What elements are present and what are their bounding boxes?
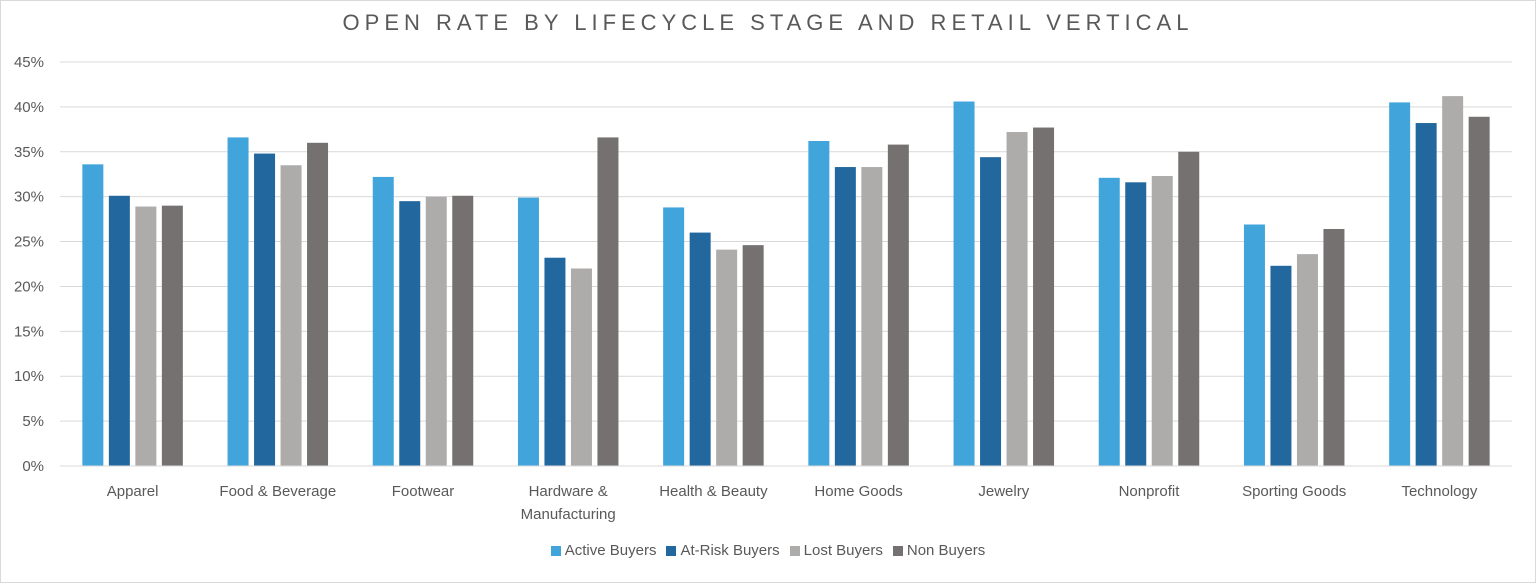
legend-label: Active Buyers: [564, 542, 657, 559]
y-tick-label: 45%: [14, 54, 44, 71]
bar-at-risk-buyers-7: [1125, 182, 1147, 466]
chart-legend: Active Buyers At-Risk Buyers Lost Buyers No…: [0, 542, 1536, 559]
bar-lost-buyers-9: [1442, 96, 1464, 467]
bar-at-risk-buyers-9: [1415, 123, 1437, 466]
bar-active-buyers-5: [808, 141, 830, 466]
y-tick-label: 25%: [14, 234, 44, 251]
legend-item: Active Buyers: [550, 542, 657, 559]
bar-at-risk-buyers-1: [254, 153, 276, 466]
bar-non-buyers-8: [1323, 228, 1345, 466]
x-category-label: Jewelry: [978, 483, 1029, 500]
bar-active-buyers-8: [1243, 224, 1265, 466]
x-category-label: Hardware &: [529, 483, 608, 500]
bar-active-buyers-9: [1389, 102, 1411, 467]
bar-at-risk-buyers-6: [980, 157, 1002, 467]
bar-non-buyers-7: [1178, 151, 1200, 466]
legend-item: At-Risk Buyers: [666, 542, 780, 559]
legend-item: Non Buyers: [892, 542, 986, 559]
bar-at-risk-buyers-8: [1270, 265, 1292, 466]
x-category-label: Manufacturing: [521, 506, 616, 523]
bar-non-buyers-5: [887, 144, 909, 466]
y-tick-label: 10%: [14, 368, 44, 385]
bar-at-risk-buyers-5: [834, 167, 856, 467]
bar-active-buyers-6: [953, 101, 975, 466]
bar-at-risk-buyers-3: [544, 257, 566, 466]
bar-lost-buyers-2: [425, 196, 447, 466]
x-category-label: Technology: [1401, 483, 1477, 500]
y-tick-label: 5%: [22, 413, 44, 430]
bar-lost-buyers-1: [280, 165, 302, 466]
bar-non-buyers-6: [1033, 127, 1055, 466]
legend-label: At-Risk Buyers: [680, 542, 780, 559]
legend-swatch: [550, 545, 561, 556]
bar-active-buyers-0: [82, 164, 104, 466]
bar-lost-buyers-4: [716, 249, 738, 466]
bar-non-buyers-2: [452, 195, 474, 466]
y-tick-label: 0%: [22, 458, 44, 475]
x-category-label: Apparel: [107, 483, 159, 500]
bar-lost-buyers-7: [1151, 176, 1173, 467]
bar-lost-buyers-6: [1006, 132, 1028, 466]
x-category-label: Nonprofit: [1119, 483, 1181, 500]
bar-non-buyers-0: [161, 205, 183, 466]
bar-at-risk-buyers-0: [108, 195, 130, 466]
x-category-label: Home Goods: [814, 483, 902, 500]
bar-active-buyers-3: [517, 197, 539, 466]
legend-label: Non Buyers: [906, 542, 986, 559]
x-category-label: Footwear: [392, 483, 455, 500]
bar-lost-buyers-8: [1296, 254, 1318, 466]
legend-label: Lost Buyers: [803, 542, 883, 559]
bar-at-risk-buyers-2: [399, 201, 421, 466]
bar-non-buyers-9: [1468, 116, 1490, 467]
x-category-label: Health & Beauty: [659, 483, 768, 500]
bar-lost-buyers-3: [570, 268, 592, 466]
bar-active-buyers-2: [372, 176, 394, 466]
y-tick-label: 40%: [14, 99, 44, 116]
y-tick-label: 30%: [14, 189, 44, 206]
legend-swatch: [789, 545, 800, 556]
bar-at-risk-buyers-4: [689, 232, 711, 466]
bar-active-buyers-7: [1098, 177, 1120, 466]
bar-non-buyers-1: [307, 142, 329, 467]
x-category-label: Sporting Goods: [1242, 483, 1346, 500]
x-category-label: Food & Beverage: [219, 483, 336, 500]
y-tick-label: 15%: [14, 323, 44, 340]
y-tick-label: 35%: [14, 144, 44, 161]
legend-swatch: [666, 545, 677, 556]
bar-active-buyers-1: [227, 137, 249, 466]
legend-swatch: [892, 545, 903, 556]
bar-non-buyers-4: [742, 245, 764, 466]
bar-active-buyers-4: [663, 207, 685, 466]
bar-lost-buyers-5: [861, 167, 883, 467]
y-tick-label: 20%: [14, 278, 44, 295]
bar-lost-buyers-0: [135, 206, 157, 466]
chart-title: OPEN RATE BY LIFECYCLE STAGE AND RETAIL …: [342, 10, 1194, 35]
bar-non-buyers-3: [597, 137, 619, 466]
legend-item: Lost Buyers: [789, 542, 883, 559]
